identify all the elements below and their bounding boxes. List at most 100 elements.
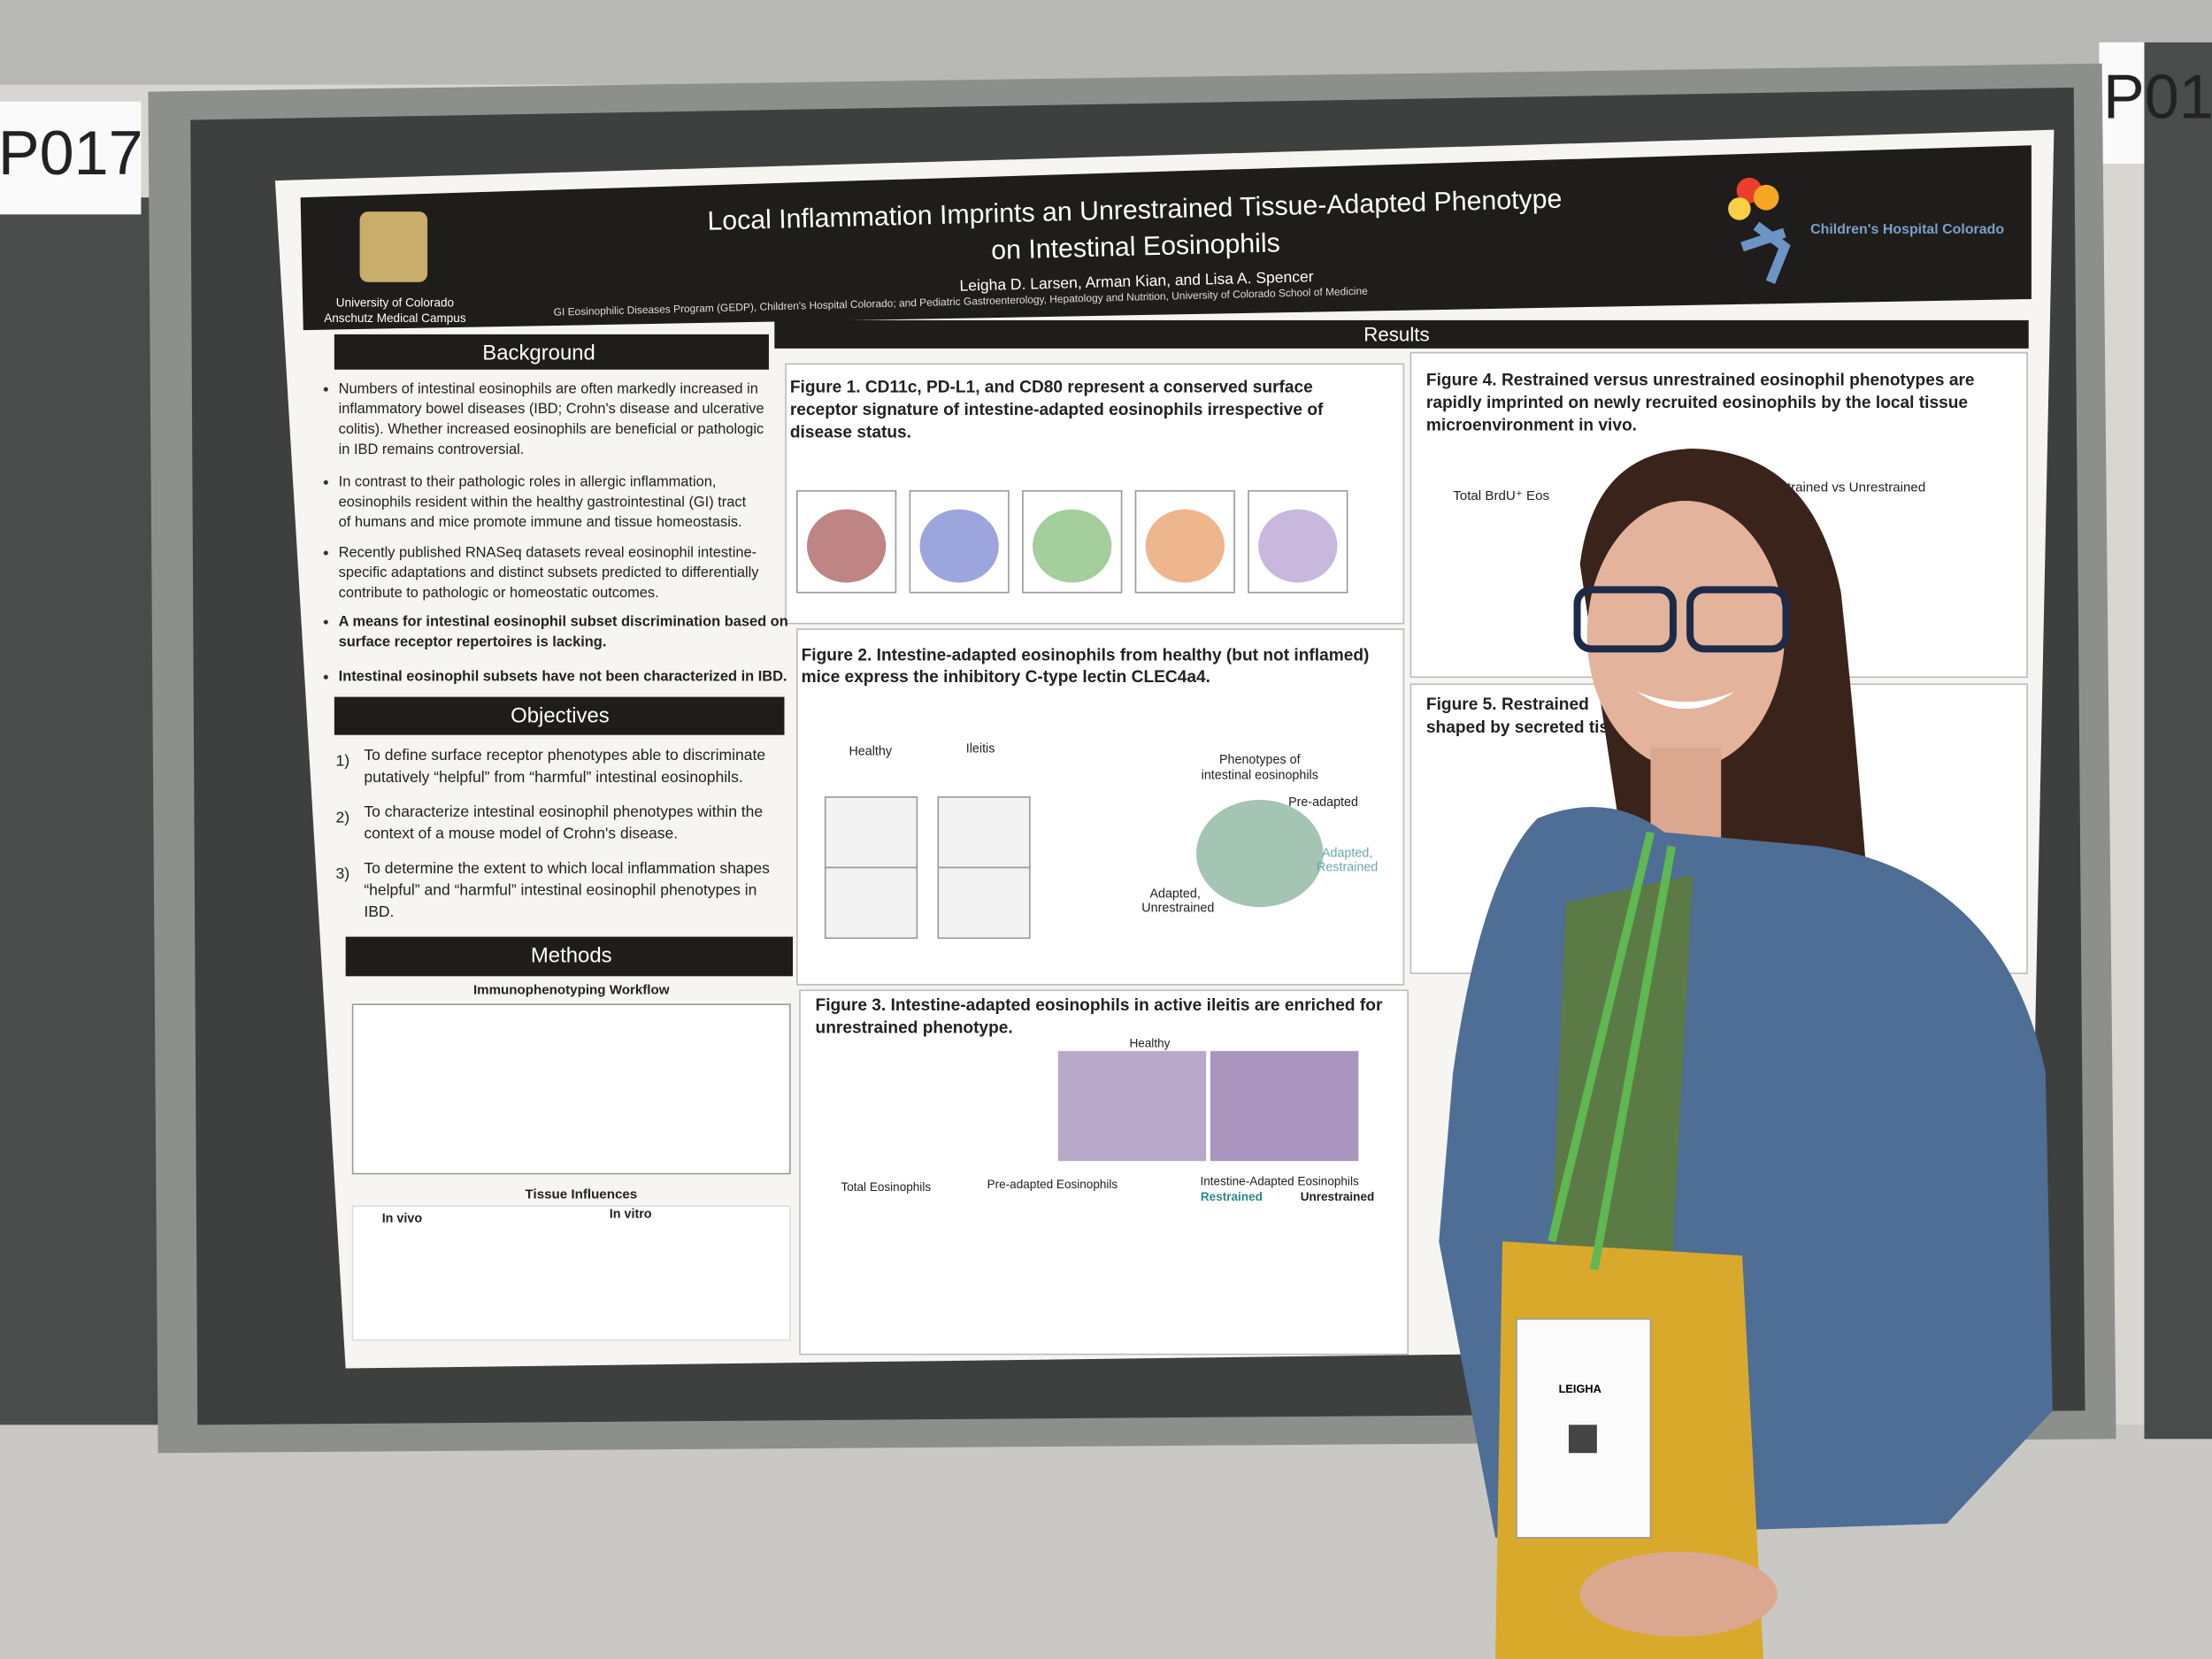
glasses <box>1686 586 1790 653</box>
panel-label: Restrained <box>1201 1190 1263 1203</box>
right-board <box>2144 42 2212 1440</box>
bullet-dot <box>323 619 328 625</box>
tsne-panel <box>824 866 918 940</box>
figure-title: microenvironment in vivo. <box>1426 417 1637 435</box>
tsne-cloud <box>1145 509 1225 583</box>
panel-label: Adapted, <box>1322 846 1372 860</box>
tsne-cloud <box>1258 509 1338 583</box>
figure-title: Figure 2. Intestine-adapted eosinophils … <box>802 646 1370 664</box>
item-number: 3) <box>335 864 349 882</box>
panel-label: Ileitis <box>966 741 995 756</box>
section-band <box>345 936 794 977</box>
logo-dot <box>1753 184 1779 211</box>
panel-label: Healthy <box>1129 1036 1170 1049</box>
panel-label: Pre-adapted <box>1288 795 1358 810</box>
smile <box>1636 691 1736 710</box>
panel-label: Total BrdU⁺ Eos <box>1453 488 1549 503</box>
influence-diagram <box>351 1205 791 1341</box>
logo-figure <box>1740 221 1791 284</box>
bullet-text: In contrast to their pathologic roles in… <box>339 474 717 490</box>
board-label: P017 <box>0 118 143 188</box>
subheading: In vivo <box>382 1211 423 1225</box>
panel-label: Pre-adapted Eosinophils <box>987 1178 1118 1191</box>
bullet-text: Recently published RNASeq datasets revea… <box>339 544 757 560</box>
section-heading: Objectives <box>511 703 610 727</box>
panel-label: Intestine-Adapted Eosinophils <box>1200 1175 1358 1188</box>
bullet-text: eosinophils resident within the healthy … <box>339 494 747 510</box>
bullet-text: Numbers of intestinal eosinophils are of… <box>339 380 758 396</box>
bullet-text: specific adaptations and distinct subset… <box>339 565 760 580</box>
panel-label: Total Eosinophils <box>841 1180 931 1194</box>
histology-image <box>1210 1050 1359 1162</box>
figure-box <box>799 989 1409 1356</box>
panel-label: intestinal eosinophils <box>1202 769 1318 783</box>
bullet-dot <box>323 480 328 485</box>
objective-text: To characterize intestinal eosinophil ph… <box>364 803 763 820</box>
bullet-text: in IBD remains controversial. <box>339 442 525 457</box>
bullet-text: colitis). Whether increased eosinophils … <box>339 421 764 437</box>
poster-header <box>300 145 2032 331</box>
workflow-diagram <box>351 1003 791 1175</box>
figure-title: shaped by secreted tis <box>1426 718 1609 737</box>
logo-dot <box>1728 197 1751 220</box>
objective-text: To determine the extent to which local i… <box>364 859 770 877</box>
tsne-cloud <box>1033 509 1112 583</box>
tsne-panel <box>937 796 1031 869</box>
bullet-text: contribute to pathologic or homeostatic … <box>339 585 659 601</box>
neck <box>1650 748 1722 847</box>
section-band <box>334 696 785 735</box>
objective-text: putatively “helpful” from “harmful” inte… <box>364 768 742 786</box>
figure-title: disease status. <box>790 424 911 442</box>
figure-title: rapidly imprinted on newly recruited eos… <box>1426 394 1968 412</box>
figure-title: Figure 4. Restrained versus unrestrained… <box>1426 372 1975 390</box>
bullet-text: Intestinal eosinophil subsets have not b… <box>339 669 787 685</box>
badge-name: LEIGHA <box>1559 1382 1601 1395</box>
logo-text: Anschutz Medical Campus <box>324 311 466 325</box>
bullet-text: of humans and mice promote immune and ti… <box>339 514 742 530</box>
figure-title: mice express the inhibitory C-type lecti… <box>802 668 1210 687</box>
bullet-dot <box>323 550 328 556</box>
tsne-panel <box>824 796 918 869</box>
person <box>1439 449 2053 1659</box>
label-card <box>0 101 142 215</box>
histology-image <box>1057 1050 1207 1162</box>
tsne-panel <box>937 866 1031 940</box>
cu-logo <box>359 211 428 282</box>
glasses <box>1573 586 1677 653</box>
bullet-text: surface receptor repertoires is lacking. <box>339 634 607 649</box>
subheading: In vitro <box>610 1208 652 1222</box>
panel-label: Phenotypes of <box>1219 753 1301 767</box>
figure-title: Figure 3. Intestine-adapted eosinophils … <box>816 996 1383 1015</box>
section-heading: Methods <box>531 943 612 967</box>
bullet-text: A means for intestinal eosinophil subset… <box>339 613 788 629</box>
objective-text: context of a mouse model of Crohn's dise… <box>364 825 678 842</box>
panel-label: Unrestrained <box>1301 1190 1375 1203</box>
objective-text: “helpful” and “harmful” intestinal eosin… <box>364 880 757 898</box>
panel-label: Restrained <box>1317 860 1378 874</box>
lanyard <box>1548 831 1677 1271</box>
logo-text: University of Colorado <box>336 296 454 309</box>
bullet-dot <box>323 387 328 392</box>
figure-title: Figure 5. Restrained <box>1426 695 1589 714</box>
figure-title: Figure 1. CD11c, PD-L1, and CD80 represe… <box>790 379 1313 397</box>
tsne-panels <box>796 490 1348 940</box>
bullet-text: inflammatory bowel diseases (IBD; Crohn'… <box>339 401 764 417</box>
panel-label: Adapted, <box>1149 887 1200 902</box>
panel-label: Unrestrained <box>1141 902 1214 916</box>
figure-title: receptor signature of intestine-adapted … <box>790 401 1324 419</box>
subheading: Immunophenotyping Workflow <box>473 982 670 997</box>
shirt <box>1551 874 1694 1270</box>
tsne-cloud <box>1196 800 1324 908</box>
section-heading: Background <box>482 342 595 365</box>
qr-code <box>1568 1425 1597 1454</box>
item-number: 2) <box>335 808 349 826</box>
board-label: P01 <box>2103 61 2212 131</box>
section-heading: Results <box>1363 323 1429 345</box>
item-number: 1) <box>335 752 349 770</box>
bullet-dot <box>323 674 328 680</box>
tsne-cloud <box>806 509 887 583</box>
logo-text: Children's Hospital Colorado <box>1810 222 2004 237</box>
figure-title: unrestrained phenotype. <box>816 1018 1013 1037</box>
